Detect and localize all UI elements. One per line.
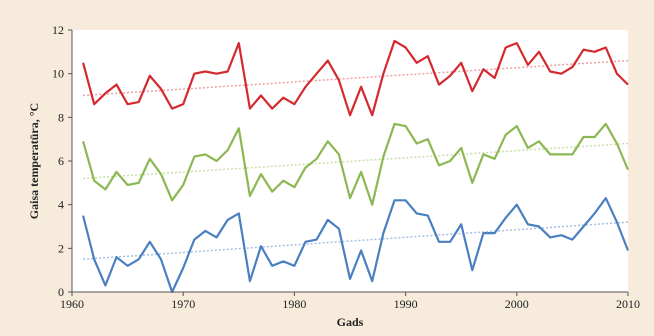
x-tick-label: 2010	[616, 297, 640, 311]
x-tick-label: 2000	[505, 297, 529, 311]
series-line-3	[82, 197, 630, 294]
y-tick-label: 0	[58, 285, 64, 299]
axes	[68, 29, 629, 296]
plot-background	[72, 30, 628, 292]
x-axis-title: Gads	[337, 315, 364, 329]
trend-line-1	[83, 59, 629, 97]
y-tick-label: 4	[58, 198, 64, 212]
series-line-2	[82, 122, 630, 206]
trend-line-2	[83, 142, 629, 180]
x-tick-label: 1980	[282, 297, 306, 311]
y-tick-label: 6	[58, 154, 64, 168]
trend-lines	[83, 59, 629, 260]
data-series	[82, 39, 630, 294]
y-axis-title: Gaisa temperatūra, °C	[27, 103, 41, 219]
y-tick-label: 2	[58, 241, 64, 255]
y-tick-label: 10	[52, 67, 64, 81]
series-line-1	[82, 39, 629, 117]
y-tick-label: 8	[58, 110, 64, 124]
y-tick-label: 12	[52, 23, 64, 37]
x-tick-label: 1970	[171, 297, 195, 311]
x-tick-label: 1990	[394, 297, 418, 311]
x-tick-label: 1960	[60, 297, 84, 311]
trend-line-3	[83, 221, 629, 260]
tick-labels: 1960 1970 1980 1990 2000 2010 0 2 4 6 8 10 12	[52, 23, 640, 311]
